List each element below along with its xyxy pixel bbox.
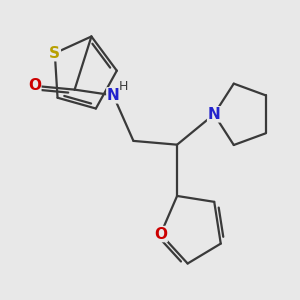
Text: N: N (208, 107, 220, 122)
Text: N: N (107, 88, 120, 103)
Text: O: O (28, 78, 41, 93)
Text: O: O (154, 226, 167, 242)
Text: S: S (49, 46, 60, 61)
Text: H: H (119, 80, 128, 93)
